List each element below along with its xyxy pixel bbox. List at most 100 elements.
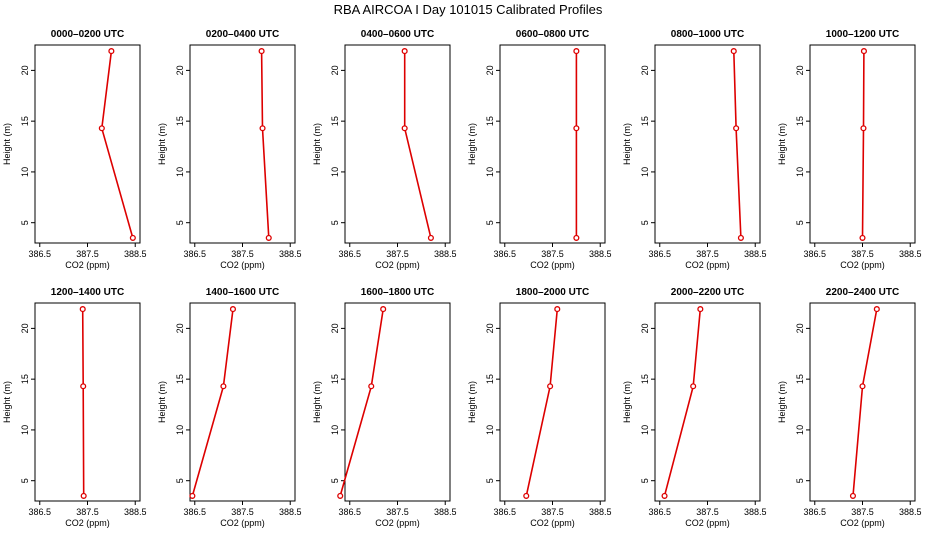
data-point: [661, 492, 668, 499]
x-tick-label: 388.5: [434, 249, 457, 259]
data-point: [554, 306, 561, 313]
x-tick-label: 388.5: [589, 249, 612, 259]
data-point: [129, 234, 136, 241]
profile-line: [525, 309, 559, 497]
profile-line: [852, 308, 878, 496]
profile-line: [663, 309, 702, 497]
y-tick-label: 20: [640, 65, 650, 75]
y-tick-label: 15: [795, 116, 805, 126]
profile-line: [403, 51, 432, 239]
plot-frame: [189, 44, 296, 244]
profile-line: [260, 51, 270, 238]
x-axis-label: CO2 (ppm): [530, 260, 575, 270]
profile-line: [339, 308, 384, 497]
panel-title: 1600–1800 UTC: [361, 287, 434, 298]
y-tick-label: 20: [330, 323, 340, 333]
data-point: [697, 306, 704, 313]
plot-frame: [189, 302, 296, 502]
data-point: [265, 234, 272, 241]
x-tick-label: 386.5: [649, 507, 672, 517]
data-point: [573, 234, 580, 241]
x-tick-label: 386.5: [184, 507, 207, 517]
y-tick-label: 15: [20, 116, 30, 126]
y-tick-label: 10: [640, 425, 650, 435]
y-tick-label: 20: [175, 65, 185, 75]
profile-line: [191, 309, 234, 497]
data-point: [401, 125, 408, 132]
x-axis-label: CO2 (ppm): [375, 518, 420, 528]
plot-frame: [499, 302, 606, 502]
y-axis-label: Height (m): [312, 123, 322, 165]
data-point: [98, 125, 105, 132]
x-axis-label: CO2 (ppm): [840, 518, 885, 528]
y-tick-label: 5: [330, 220, 340, 225]
chart-main-title: RBA AIRCOA I Day 101015 Calibrated Profi…: [333, 2, 603, 17]
profile-panel-11: 2200–2400 UTC 386.5 387.5 388.5 CO2 (ppm) 5 10…: [777, 287, 921, 528]
y-tick-label: 5: [795, 478, 805, 483]
x-axis-label: CO2 (ppm): [685, 518, 730, 528]
data-point: [80, 492, 87, 499]
profile-line: [81, 309, 85, 496]
y-tick-label: 15: [330, 374, 340, 384]
x-tick-label: 388.5: [899, 507, 922, 517]
data-point: [733, 125, 740, 132]
profile-panel-8: 1600–1800 UTC 386.5 387.5 388.5 CO2 (ppm) 5 10…: [312, 287, 456, 528]
x-tick-label: 386.5: [339, 249, 362, 259]
x-tick-label: 387.5: [851, 249, 874, 259]
panel-title: 0600–0800 UTC: [516, 29, 589, 40]
x-axis-label: CO2 (ppm): [65, 518, 110, 528]
x-tick-label: 386.5: [494, 249, 517, 259]
y-axis-label: Height (m): [157, 123, 167, 165]
y-tick-label: 5: [175, 478, 185, 483]
y-tick-label: 20: [175, 323, 185, 333]
x-tick-label: 387.5: [696, 507, 719, 517]
data-point: [859, 234, 866, 241]
data-point: [873, 306, 880, 313]
profile-line: [861, 51, 865, 238]
y-axis-label: Height (m): [622, 123, 632, 165]
data-point: [737, 234, 744, 241]
y-tick-label: 15: [485, 116, 495, 126]
plot-frame: [499, 44, 606, 244]
profile-panel-10: 2000–2200 UTC 386.5 387.5 388.5 CO2 (ppm) 5 10…: [622, 287, 766, 528]
y-tick-label: 10: [795, 167, 805, 177]
x-tick-label: 387.5: [851, 507, 874, 517]
y-axis-label: Height (m): [2, 123, 12, 165]
data-point: [80, 383, 87, 390]
y-tick-label: 20: [330, 65, 340, 75]
x-tick-label: 388.5: [589, 507, 612, 517]
data-point: [368, 383, 375, 390]
profile-panel-4: 0800–1000 UTC 386.5 387.5 388.5 CO2 (ppm) 5 10…: [622, 29, 766, 270]
data-point: [573, 48, 580, 55]
y-tick-label: 5: [640, 478, 650, 483]
data-point: [523, 492, 530, 499]
x-axis-label: CO2 (ppm): [220, 518, 265, 528]
panel-title: 0800–1000 UTC: [671, 29, 744, 40]
y-tick-label: 5: [795, 220, 805, 225]
y-tick-label: 10: [485, 167, 495, 177]
y-tick-label: 20: [20, 65, 30, 75]
panel-title: 2000–2200 UTC: [671, 287, 744, 298]
profile-panel-1: 0200–0400 UTC 386.5 387.5 388.5 CO2 (ppm) 5 10…: [157, 29, 301, 270]
x-axis-label: CO2 (ppm): [530, 518, 575, 528]
data-point: [859, 383, 866, 390]
x-tick-label: 387.5: [541, 249, 564, 259]
x-axis-label: CO2 (ppm): [65, 260, 110, 270]
y-tick-label: 10: [795, 425, 805, 435]
profile-line: [733, 51, 742, 238]
y-axis-label: Height (m): [2, 381, 12, 423]
y-tick-label: 10: [20, 167, 30, 177]
y-tick-label: 15: [795, 374, 805, 384]
y-tick-label: 15: [640, 116, 650, 126]
panel-title: 0200–0400 UTC: [206, 29, 279, 40]
x-tick-label: 386.5: [29, 249, 52, 259]
data-point: [860, 125, 867, 132]
x-tick-label: 388.5: [434, 507, 457, 517]
data-point: [259, 125, 266, 132]
x-tick-label: 386.5: [29, 507, 52, 517]
x-tick-label: 386.5: [494, 507, 517, 517]
y-tick-label: 15: [485, 374, 495, 384]
y-tick-label: 10: [640, 167, 650, 177]
x-tick-label: 387.5: [231, 507, 254, 517]
